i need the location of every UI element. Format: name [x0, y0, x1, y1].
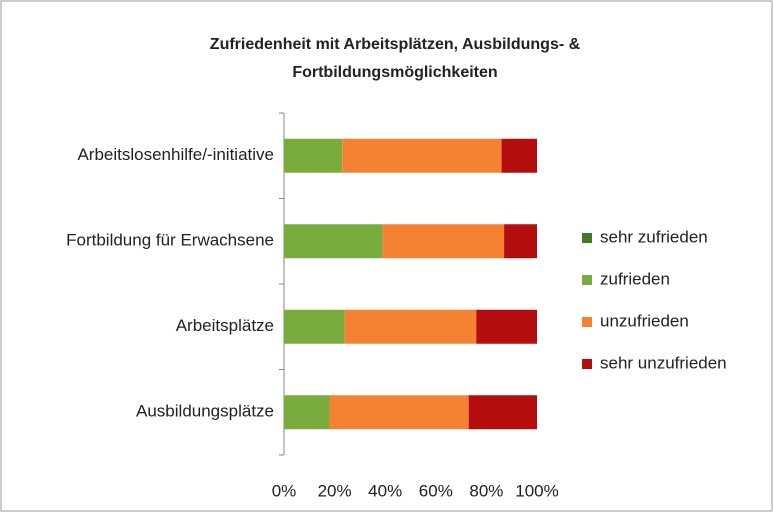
legend-swatch [582, 275, 592, 285]
bar-segment [342, 138, 502, 173]
legend-swatch [582, 233, 592, 243]
bar-segment [501, 138, 537, 173]
bar-segment [476, 309, 537, 344]
bar-segment [468, 395, 537, 430]
legend-swatch [582, 359, 592, 369]
y-tick-label: Arbeitslosenhilfe/-initiative [77, 145, 274, 164]
bar-segment [284, 138, 343, 173]
chart-title: Zufriedenheit mit Arbeitsplätzen, Ausbil… [210, 36, 581, 53]
x-tick-label: 40% [368, 481, 402, 500]
x-tick-label: 100% [515, 481, 558, 500]
x-tick-label: 20% [318, 481, 352, 500]
y-tick-label: Fortbildung für Erwachsene [66, 231, 274, 250]
legend-label: sehr zufrieden [600, 227, 708, 246]
bar-segment [382, 224, 505, 259]
bar-segment [284, 224, 383, 259]
y-tick-label: Ausbildungsplätze [136, 402, 274, 421]
legend-label: zufrieden [600, 269, 670, 288]
bar-segment [344, 309, 477, 344]
bar-segment [504, 224, 537, 259]
x-tick-label: 0% [272, 481, 297, 500]
x-tick-label: 80% [469, 481, 503, 500]
chart-title: Fortbildungsmöglichkeiten [292, 64, 497, 81]
bar-segment [284, 395, 330, 430]
bar-segment [284, 309, 345, 344]
legend-label: sehr unzufrieden [600, 353, 727, 372]
bar-segment [329, 395, 469, 430]
y-tick-label: Arbeitsplätze [176, 316, 274, 335]
legend-label: unzufrieden [600, 311, 689, 330]
x-tick-label: 60% [419, 481, 453, 500]
legend-swatch [582, 317, 592, 327]
